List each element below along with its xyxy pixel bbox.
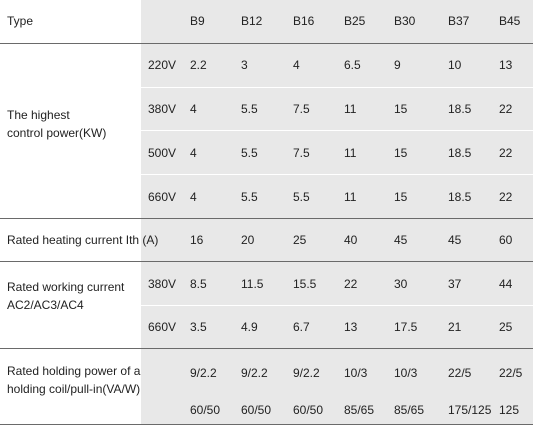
table-cell: 11.5 — [241, 277, 264, 291]
row-separator — [141, 305, 533, 306]
table-cell: 60/50 — [190, 403, 221, 417]
voltage-label: 220V — [148, 58, 177, 72]
control-power-label: The highest — [7, 108, 70, 122]
table-cell: 5.5 — [241, 190, 258, 204]
model-header-b12: B12 — [241, 14, 263, 28]
model-header-b9: B9 — [190, 14, 205, 28]
table-cell: 4.9 — [241, 320, 258, 334]
table-cell: 125 — [499, 403, 520, 417]
table-cell: 3 — [241, 58, 248, 72]
voltage-label: 660V — [148, 320, 177, 334]
value-area-shading — [141, 0, 533, 425]
row-separator — [141, 130, 533, 131]
table-cell: 9 — [394, 58, 401, 72]
table-cell: 11 — [344, 102, 357, 116]
model-header-b25: B25 — [344, 14, 366, 28]
table-cell: 44 — [499, 277, 513, 291]
table-cell: 9/2.2 — [293, 366, 320, 380]
table-cell: 5.5 — [241, 102, 258, 116]
table-cell: 22/5 — [448, 366, 472, 380]
table-cell: 18.5 — [448, 102, 472, 116]
table-cell: 15 — [394, 146, 408, 160]
table-cell: 60/50 — [241, 403, 272, 417]
table-cell: 18.5 — [448, 146, 472, 160]
table-cell: 9/2.2 — [241, 366, 268, 380]
table-cell: 13 — [344, 320, 358, 334]
voltage-label: 500V — [148, 146, 177, 160]
table-cell: 60/50 — [293, 403, 324, 417]
table-cell: 10/3 — [394, 366, 418, 380]
working-current-label: AC2/AC3/AC4 — [7, 298, 84, 312]
voltage-label: 660V — [148, 190, 177, 204]
table-cell: 22 — [344, 277, 358, 291]
working-current-label: Rated working current — [7, 280, 125, 294]
table-cell: 22 — [499, 102, 513, 116]
table-cell: 85/65 — [394, 403, 425, 417]
table-cell: 18.5 — [448, 190, 472, 204]
holding-power-label: holding coil/pull-in(VA/W) — [7, 382, 141, 396]
table-cell: 5.5 — [241, 146, 258, 160]
model-header-b16: B16 — [293, 14, 315, 28]
table-cell: 25 — [499, 320, 513, 334]
table-cell: 9/2.2 — [190, 366, 217, 380]
table-cell: 6.7 — [293, 320, 310, 334]
model-header-b37: B37 — [448, 14, 470, 28]
model-header-b45: B45 — [499, 14, 521, 28]
table-cell: 4 — [190, 146, 197, 160]
table-cell: 7.5 — [293, 102, 310, 116]
row-separator — [141, 174, 533, 175]
rule-header — [0, 43, 533, 44]
table-cell: 13 — [499, 58, 513, 72]
table-cell: 11 — [344, 190, 357, 204]
rule-heating-current — [0, 261, 533, 262]
table-cell: 22 — [499, 146, 513, 160]
table-cell: 60 — [499, 233, 513, 247]
table-cell: 17.5 — [394, 320, 418, 334]
rule-control-power — [0, 218, 533, 219]
table-cell: 5.5 — [293, 190, 310, 204]
table-cell: 10 — [448, 58, 462, 72]
table-cell: 175/125 — [448, 403, 492, 417]
table-cell: 22 — [499, 190, 513, 204]
table-cell: 15.5 — [293, 277, 317, 291]
table-cell: 22/5 — [499, 366, 523, 380]
table-cell: 16 — [190, 233, 204, 247]
table-cell: 6.5 — [344, 58, 361, 72]
table-cell: 30 — [394, 277, 408, 291]
row-separator — [141, 87, 533, 88]
voltage-label: 380V — [148, 102, 177, 116]
table-cell: 4 — [190, 102, 197, 116]
table-cell: 21 — [448, 320, 462, 334]
table-cell: 45 — [394, 233, 408, 247]
control-power-label: control power(KW) — [7, 126, 107, 140]
table-cell: 11 — [344, 146, 357, 160]
table-cell: 40 — [344, 233, 358, 247]
heating-current-label: Rated heating current Ith (A) — [7, 233, 159, 247]
table-cell: 8.5 — [190, 277, 207, 291]
table-cell: 37 — [448, 277, 462, 291]
voltage-label: 380V — [148, 277, 177, 291]
table-cell: 7.5 — [293, 146, 310, 160]
rule-working-current — [0, 348, 533, 349]
model-header-b30: B30 — [394, 14, 416, 28]
table-cell: 3.5 — [190, 320, 207, 334]
table-cell: 20 — [241, 233, 255, 247]
table-cell: 2.2 — [190, 58, 207, 72]
table-cell: 4 — [293, 58, 300, 72]
table-cell: 10/3 — [344, 366, 368, 380]
table-cell: 45 — [448, 233, 462, 247]
table-cell: 25 — [293, 233, 307, 247]
table-cell: 4 — [190, 190, 197, 204]
table-cell: 15 — [394, 190, 408, 204]
type-header: Type — [7, 14, 34, 28]
holding-power-label: Rated holding power of a — [7, 364, 141, 378]
table-cell: 15 — [394, 102, 408, 116]
table-cell: 85/65 — [344, 403, 375, 417]
